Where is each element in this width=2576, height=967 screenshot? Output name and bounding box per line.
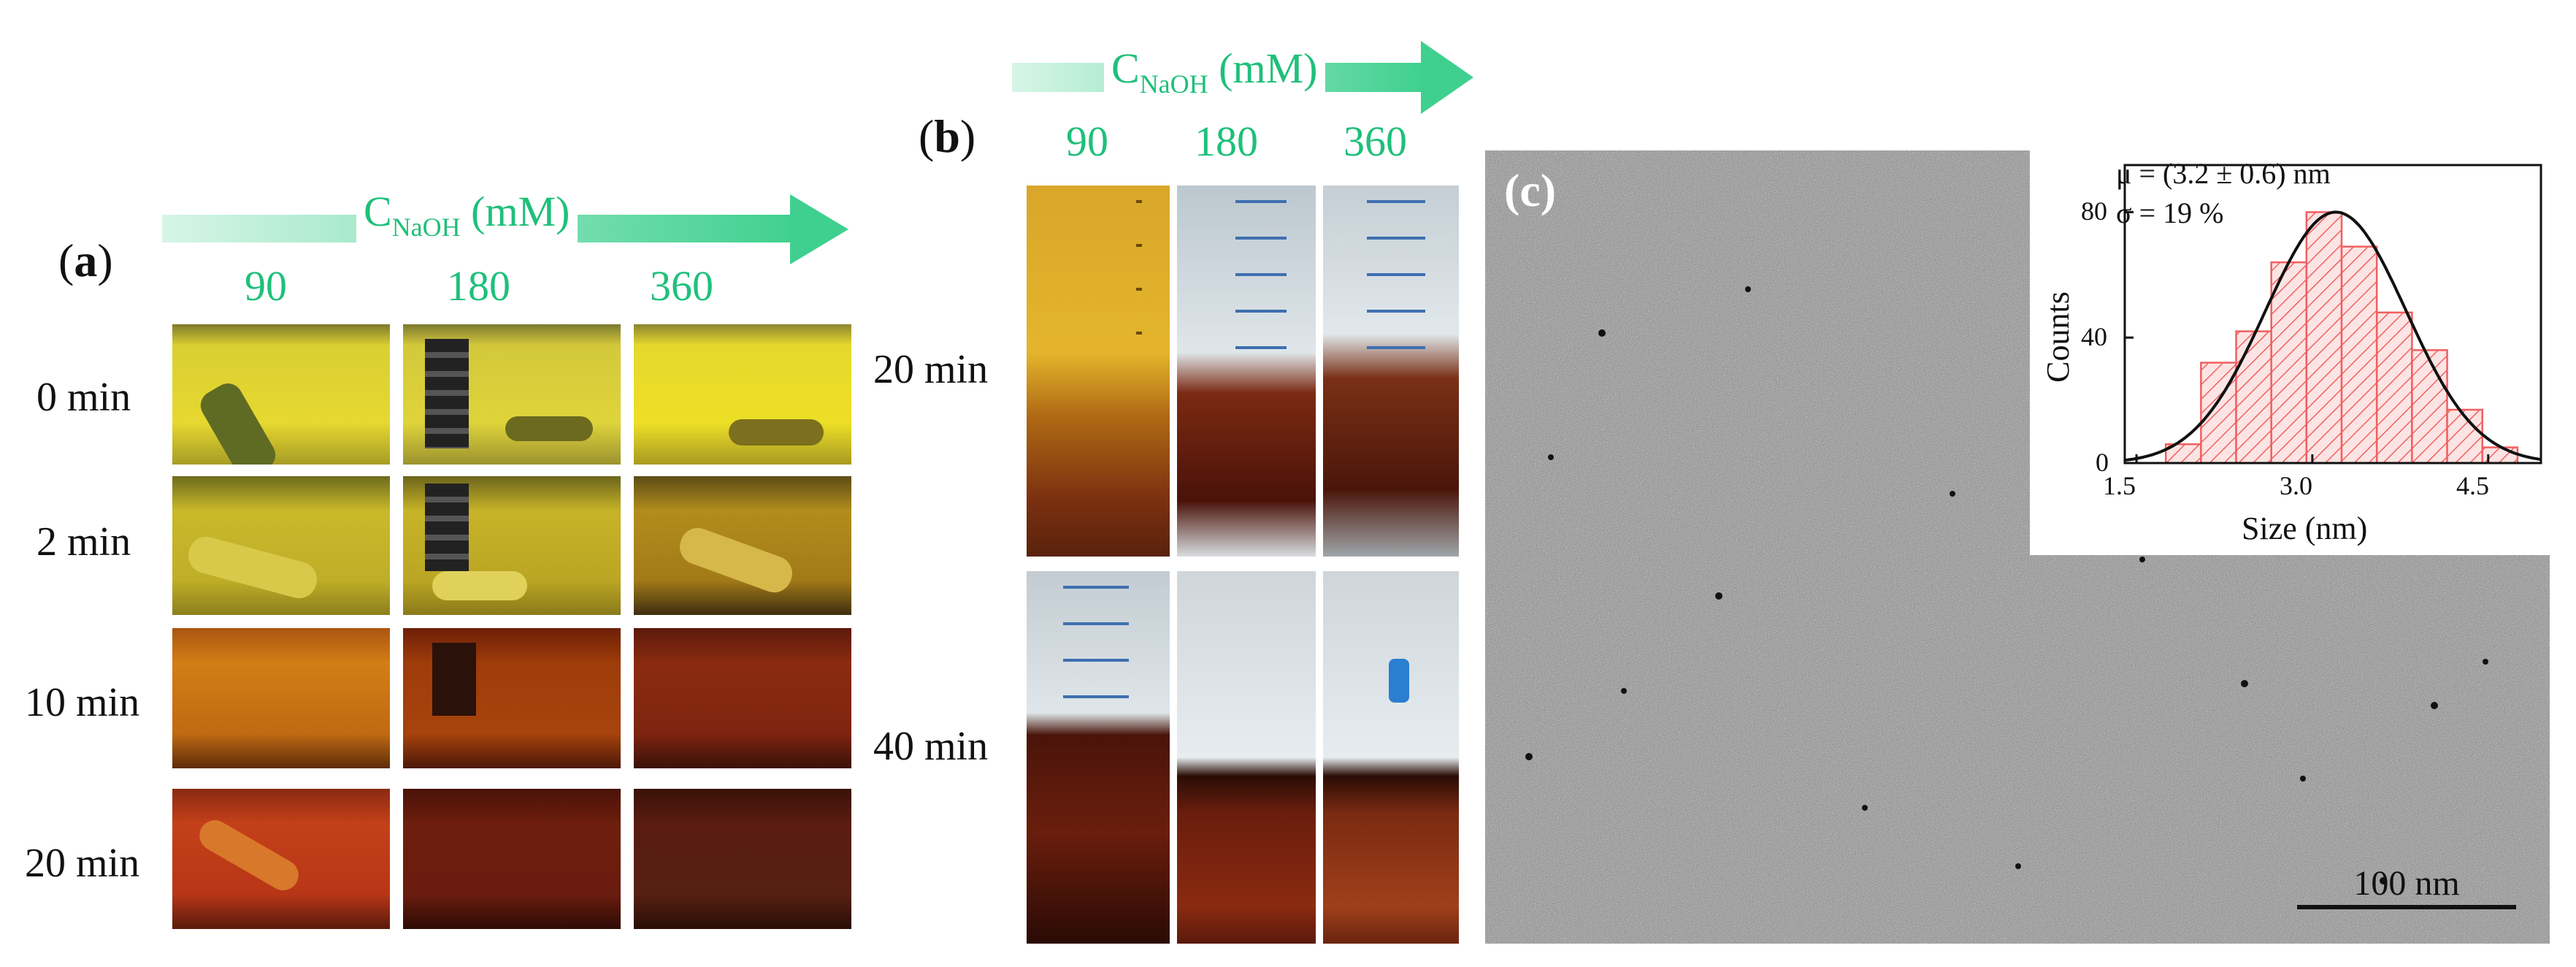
histogram-mu-text: μ = (3.2 ± 0.6) nm [2116,157,2331,190]
panel-a-conc-1: 90 [245,262,287,310]
scale-bar-label: 100 nm [2353,864,2460,903]
panel-b-time-0: 20 min [873,347,989,392]
vial-photo-a-10-360 [634,628,851,768]
histogram-ylabel: Counts [2039,291,2076,383]
panel-b-header: CNaOH (mM) [1104,44,1325,99]
panel-c-label: (c) [1504,164,1557,216]
histogram-xtick-1: 1.5 [2103,471,2136,500]
histogram-ytick-0: 0 [2096,448,2109,477]
histogram-ytick-40: 40 [2081,322,2107,351]
histogram-bar [2411,349,2448,465]
vial-photo-a-20-90 [172,789,390,929]
panel-b-conc-1: 90 [1066,118,1108,165]
tube-photo-b-40-90 [1027,571,1170,944]
histogram-sigma-text: σ = 19 % [2116,196,2224,229]
histogram-chart [2123,164,2542,465]
tube-photo-b-20-90 [1027,186,1170,557]
histogram-bar [2375,311,2413,465]
size-histogram-inset: μ = (3.2 ± 0.6) nm σ = 19 % Size (nm) Co… [2030,150,2550,555]
histogram-xlabel: Size (nm) [2242,511,2368,546]
panel-a-header: CNaOH (mM) [356,187,578,242]
vial-photo-a-2-90 [172,476,390,615]
scale-bar: 100 nm [2297,863,2516,909]
panel-a-time-2: 10 min [25,680,140,725]
vial-photo-a-2-180 [403,476,621,615]
vial-photo-a-2-360 [634,476,851,615]
tube-photo-b-20-360 [1323,186,1459,557]
vial-photo-a-10-180 [403,628,621,768]
vial-photo-a-20-360 [634,789,851,929]
nanoparticle-dots [1525,286,2488,884]
histogram-axes-frame [2123,164,2542,465]
histogram-xtick-2: 3.0 [2280,471,2312,500]
vial-photo-a-0-360 [634,324,851,465]
panel-a-conc-3: 360 [650,262,713,310]
panel-a-conc-2: 180 [447,262,510,310]
tube-photo-b-40-180 [1177,571,1316,944]
histogram-bar [2305,211,2343,465]
panel-a-time-0: 0 min [37,375,131,420]
vial-photo-a-20-180 [403,789,621,929]
scale-bar-line [2297,905,2516,909]
gaussian-fit-line [2124,210,2542,462]
panel-b-time-1: 40 min [873,724,989,769]
vial-photo-a-10-90 [172,628,390,768]
tube-photo-b-40-360 [1323,571,1459,944]
histogram-bar [2340,245,2378,465]
tube-photo-b-20-180 [1177,186,1316,557]
panel-a-time-3: 20 min [25,841,140,886]
panel-b-conc-3: 360 [1343,118,1407,165]
histogram-bar [2270,261,2308,465]
histogram-xtick-3: 4.5 [2456,471,2489,500]
panel-a-time-1: 2 min [37,519,131,565]
panel-b-label: (b) [919,110,976,162]
histogram-ytick-80: 80 [2081,196,2107,226]
vial-photo-a-0-90 [172,324,390,465]
histogram-bar [2235,330,2272,465]
panel-b-conc-2: 180 [1195,118,1258,165]
panel-a-label: (a) [58,234,113,286]
vial-photo-a-0-180 [403,324,621,465]
